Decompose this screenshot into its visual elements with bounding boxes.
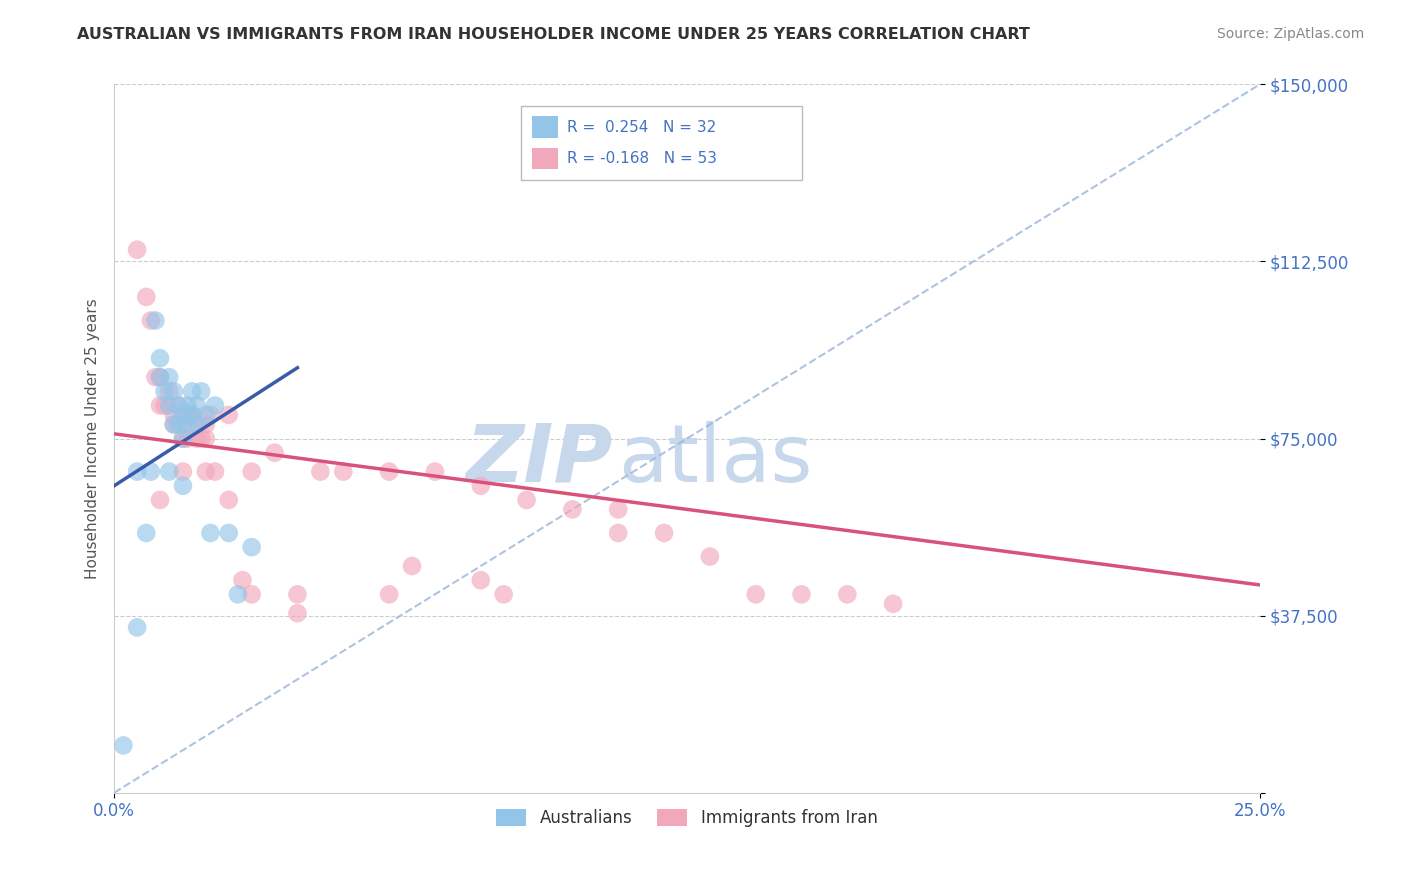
Point	[263, 446, 285, 460]
Legend: Australians, Immigrants from Iran: Australians, Immigrants from Iran	[489, 803, 884, 834]
Point	[190, 432, 212, 446]
Point	[194, 417, 217, 432]
Point	[194, 432, 217, 446]
Point	[561, 502, 583, 516]
Text: Source: ZipAtlas.com: Source: ZipAtlas.com	[1216, 27, 1364, 41]
Point	[423, 465, 446, 479]
Text: R =  0.254   N = 32: R = 0.254 N = 32	[567, 120, 716, 136]
Point	[172, 432, 194, 446]
Point	[882, 597, 904, 611]
Point	[652, 526, 675, 541]
Point	[135, 290, 157, 304]
Point	[470, 573, 492, 587]
Point	[378, 587, 401, 601]
Point	[167, 417, 190, 432]
FancyBboxPatch shape	[520, 105, 801, 180]
Point	[240, 587, 263, 601]
Point	[181, 408, 204, 422]
FancyBboxPatch shape	[533, 116, 558, 137]
Point	[837, 587, 859, 601]
Point	[172, 479, 194, 493]
Point	[149, 370, 172, 384]
Point	[194, 465, 217, 479]
Point	[200, 526, 222, 541]
Point	[157, 370, 180, 384]
Point	[218, 492, 240, 507]
Point	[139, 465, 162, 479]
Point	[172, 465, 194, 479]
Point	[204, 399, 226, 413]
Point	[516, 492, 538, 507]
Point	[127, 465, 149, 479]
Point	[149, 492, 172, 507]
Point	[149, 370, 172, 384]
Text: R = -0.168   N = 53: R = -0.168 N = 53	[567, 152, 717, 166]
Point	[172, 417, 194, 432]
Point	[240, 540, 263, 554]
Point	[744, 587, 766, 601]
Point	[190, 384, 212, 399]
Point	[153, 384, 176, 399]
Point	[378, 465, 401, 479]
Point	[176, 417, 198, 432]
Point	[181, 408, 204, 422]
Point	[186, 399, 208, 413]
Point	[607, 526, 630, 541]
Point	[607, 502, 630, 516]
Point	[157, 384, 180, 399]
Point	[127, 620, 149, 634]
Point	[699, 549, 721, 564]
Point	[470, 479, 492, 493]
Point	[186, 417, 208, 432]
Point	[163, 417, 186, 432]
Text: AUSTRALIAN VS IMMIGRANTS FROM IRAN HOUSEHOLDER INCOME UNDER 25 YEARS CORRELATION: AUSTRALIAN VS IMMIGRANTS FROM IRAN HOUSE…	[77, 27, 1031, 42]
Point	[172, 432, 194, 446]
Point	[135, 526, 157, 541]
Point	[163, 417, 186, 432]
Point	[240, 465, 263, 479]
Point	[218, 526, 240, 541]
Point	[204, 465, 226, 479]
Point	[226, 587, 249, 601]
Point	[492, 587, 515, 601]
Point	[139, 313, 162, 327]
Point	[163, 384, 186, 399]
Point	[186, 417, 208, 432]
Point	[332, 465, 354, 479]
Point	[231, 573, 253, 587]
Text: ZIP: ZIP	[465, 421, 613, 499]
Point	[149, 399, 172, 413]
Point	[145, 370, 167, 384]
Point	[287, 587, 309, 601]
Point	[309, 465, 332, 479]
Point	[163, 408, 186, 422]
Point	[167, 399, 190, 413]
Point	[153, 399, 176, 413]
Point	[157, 399, 180, 413]
Point	[176, 408, 198, 422]
Point	[218, 408, 240, 422]
FancyBboxPatch shape	[533, 148, 558, 169]
Point	[186, 432, 208, 446]
Point	[157, 465, 180, 479]
Text: atlas: atlas	[619, 421, 813, 499]
Y-axis label: Householder Income Under 25 years: Householder Income Under 25 years	[86, 298, 100, 579]
Point	[790, 587, 813, 601]
Point	[181, 384, 204, 399]
Point	[149, 351, 172, 366]
Point	[194, 408, 217, 422]
Point	[401, 559, 423, 574]
Point	[145, 313, 167, 327]
Point	[172, 408, 194, 422]
Point	[176, 399, 198, 413]
Point	[112, 739, 135, 753]
Point	[287, 606, 309, 620]
Point	[176, 432, 198, 446]
Point	[167, 399, 190, 413]
Point	[127, 243, 149, 257]
Point	[200, 408, 222, 422]
